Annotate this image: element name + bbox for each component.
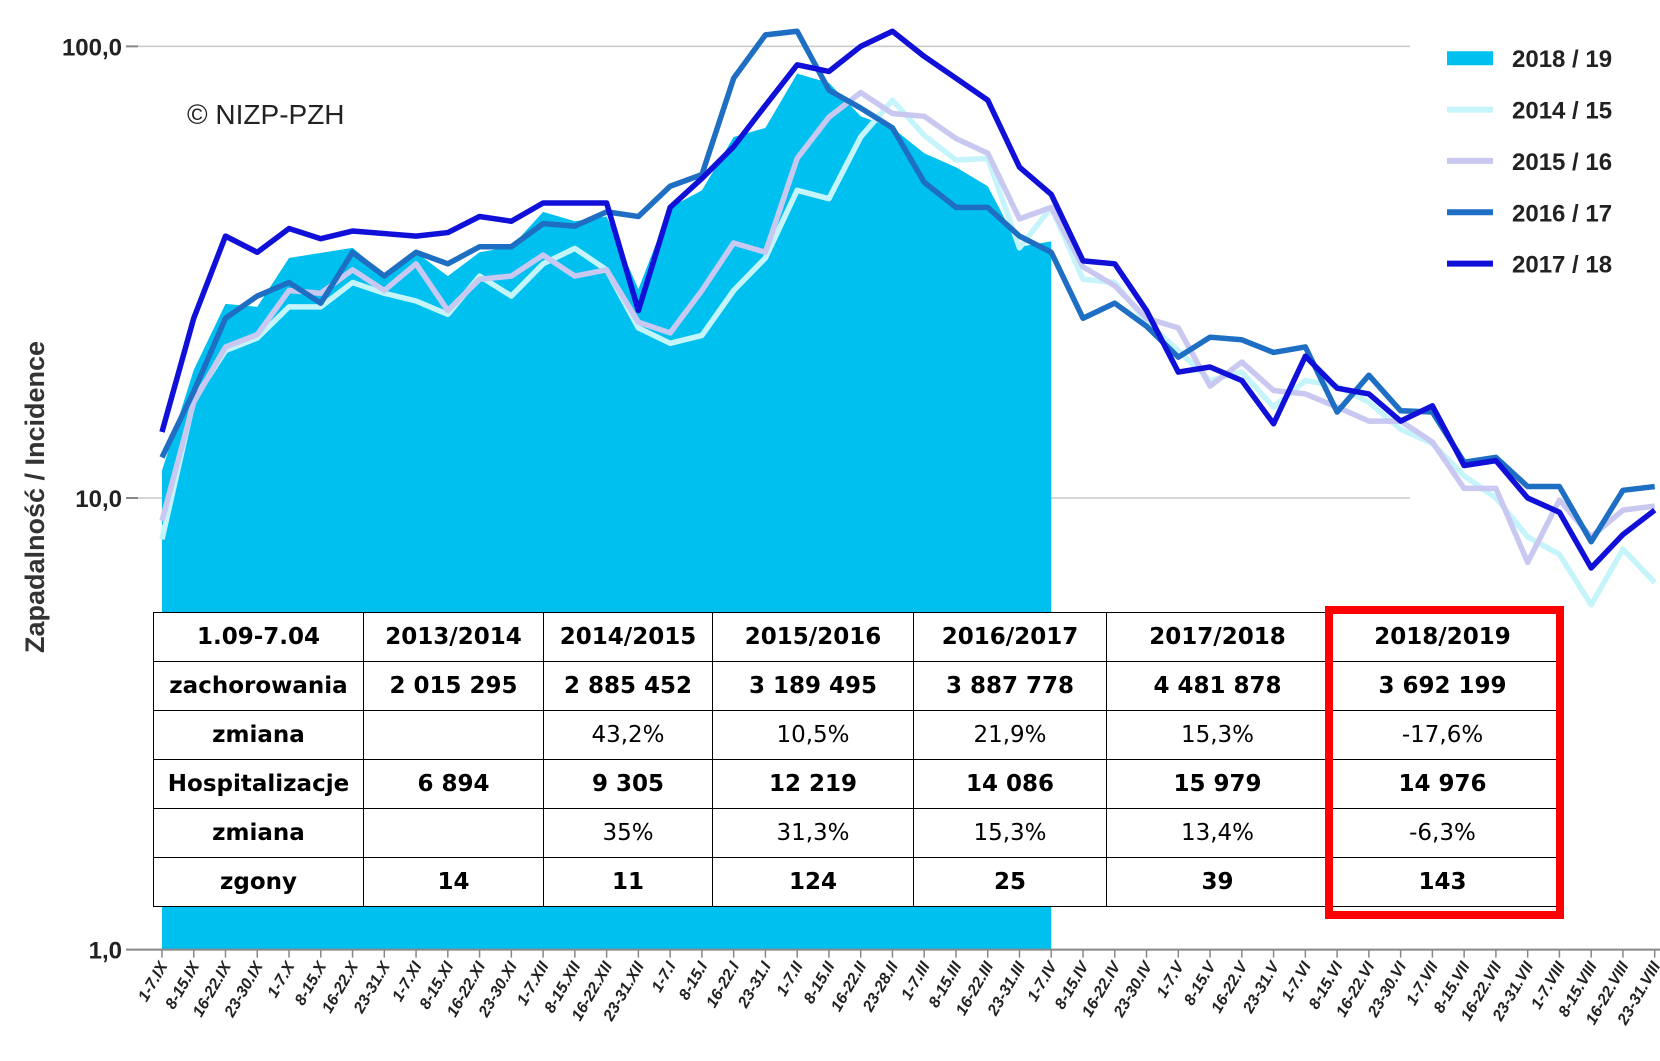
table-cell: -6,3%	[1328, 808, 1557, 858]
table-cell	[363, 710, 544, 760]
table-row: zachorowania 2 015 295 2 885 452 3 189 495 3…	[153, 661, 1557, 711]
table-cell: 12 219	[712, 759, 914, 809]
table-cell: 2013/2014	[363, 612, 544, 662]
table-cell: -17,6%	[1328, 710, 1557, 760]
table-cell: 1.09-7.04	[153, 612, 364, 662]
table-cell: 2016/2017	[913, 612, 1107, 662]
y-tick-label: 100,0	[62, 34, 122, 61]
table-cell: 15,3%	[1106, 710, 1329, 760]
table-cell: 2014/2015	[543, 612, 713, 662]
table-row: 1.09-7.04 2013/2014 2014/2015 2015/2016 2016…	[153, 612, 1557, 662]
table-cell: 39	[1106, 857, 1329, 907]
table-cell: 3 189 495	[712, 661, 914, 711]
table-cell: 14 086	[913, 759, 1107, 809]
table-cell: 2017/2018	[1106, 612, 1329, 662]
x-tick-label: 1-7.X	[265, 958, 300, 1001]
x-tick-label: 1-7.II	[774, 959, 807, 1000]
x-tick-label: 1-7.I	[649, 959, 680, 996]
table-cell: zachorowania	[153, 661, 364, 711]
table-cell: 143	[1328, 857, 1557, 907]
x-tick-label: 1-7.V	[1154, 958, 1189, 1001]
table-cell	[363, 808, 544, 858]
legend-label: 2016 / 17	[1512, 200, 1612, 227]
legend-label: 2017 / 18	[1512, 252, 1612, 279]
table-cell: 3 887 778	[913, 661, 1107, 711]
table-cell: 2 885 452	[543, 661, 713, 711]
table-cell: 43,2%	[543, 710, 713, 760]
table-cell: 2018/2019	[1328, 612, 1557, 662]
table-cell: 35%	[543, 808, 713, 858]
table-cell: 25	[913, 857, 1107, 907]
table-cell: 11	[543, 857, 713, 907]
line	[159, 97, 1657, 608]
legend-label: 2015 / 16	[1512, 149, 1612, 176]
table-row: zmiana 35% 31,3% 15,3% 13,4% -6,3%	[153, 808, 1557, 858]
table-cell: 10,5%	[712, 710, 914, 760]
table-cell: 14	[363, 857, 544, 907]
table-cell: 14 976	[1328, 759, 1557, 809]
table-cell: 15,3%	[913, 808, 1107, 858]
table-cell: zgony	[153, 857, 364, 907]
legend-label: 2014 / 15	[1512, 98, 1612, 125]
table-cell: 9 305	[543, 759, 713, 809]
highlight-box	[1325, 606, 1564, 919]
table-cell: 31,3%	[712, 808, 914, 858]
table-cell: zmiana	[153, 808, 364, 858]
y-axis-label: Zapadalność / Incidence	[20, 341, 50, 653]
table-cell: 2015/2016	[712, 612, 914, 662]
table-row: zgony 14 11 124 25 39 143	[153, 857, 1557, 907]
y-tick-label: 1,0	[89, 938, 122, 965]
y-tick-label: 10,0	[75, 486, 122, 513]
table-cell: 124	[712, 857, 914, 907]
table-cell: zmiana	[153, 710, 364, 760]
summary-table: 1.09-7.04 2013/2014 2014/2015 2015/2016 2016…	[153, 612, 1557, 907]
line	[159, 28, 1656, 545]
legend-label: 2018 / 19	[1512, 46, 1612, 73]
line	[159, 28, 1657, 571]
annotation: © NIZP-PZH	[187, 99, 345, 130]
table-cell: 21,9%	[913, 710, 1107, 760]
table-cell: 4 481 878	[1106, 661, 1329, 711]
table-cell: 2 015 295	[363, 661, 544, 711]
table-cell: 6 894	[363, 759, 544, 809]
table-cell: 15 979	[1106, 759, 1329, 809]
table-row: Hospitalizacje 6 894 9 305 12 219 14 086 15 9…	[153, 759, 1557, 809]
table-cell: Hospitalizacje	[153, 759, 364, 809]
line	[159, 89, 1656, 566]
table-cell: 13,4%	[1106, 808, 1329, 858]
